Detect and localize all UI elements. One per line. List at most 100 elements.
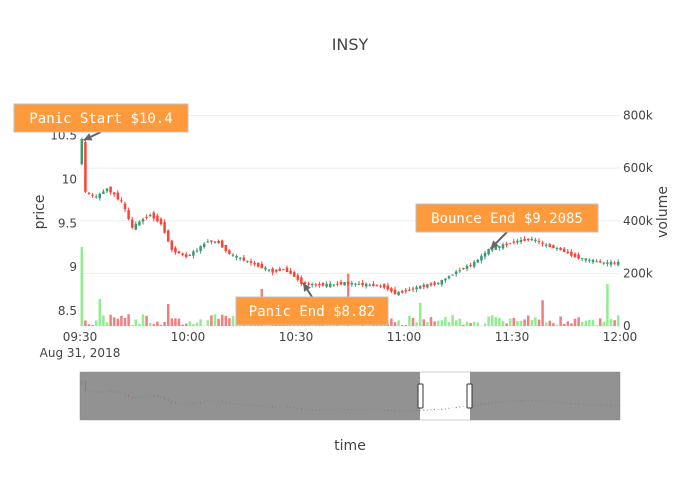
candle-body-38 xyxy=(217,240,220,244)
candle-body-64 xyxy=(310,283,314,285)
range-slider-handle-right[interactable] xyxy=(466,383,473,409)
candle-body-103 xyxy=(451,274,454,276)
candle-body-94 xyxy=(418,286,422,289)
candle-body-111 xyxy=(480,255,483,261)
candle-body-114 xyxy=(490,248,494,251)
y2-tick-label-4: 800k xyxy=(623,109,653,123)
candle-body-69 xyxy=(328,283,332,287)
candle-body-146 xyxy=(606,262,609,264)
volume-bar-96 xyxy=(426,322,429,326)
volume-bar-104 xyxy=(454,320,458,326)
candle-body-127 xyxy=(537,240,541,243)
candle-body-17 xyxy=(141,219,145,222)
candle-body-12 xyxy=(123,203,127,210)
x-tick-label-1: 10:00 xyxy=(171,330,206,344)
candle-body-3 xyxy=(91,194,94,196)
candle-body-59 xyxy=(292,272,296,277)
volume-bar-23 xyxy=(163,321,166,326)
candle-body-58 xyxy=(289,270,292,274)
candle-body-109 xyxy=(472,261,476,267)
candle-body-48 xyxy=(253,262,256,265)
volume-bar-97 xyxy=(429,317,433,326)
volume-bar-15 xyxy=(134,319,138,326)
annotation-arrowhead-1 xyxy=(303,283,311,292)
candle-body-122 xyxy=(519,239,523,243)
volume-bar-140 xyxy=(584,320,588,326)
candle-body-147 xyxy=(609,261,613,265)
volume-bar-20 xyxy=(152,324,156,326)
candle-body-100 xyxy=(440,280,444,285)
y2-axis-ticks: 0 200k 400k 600k 800k xyxy=(623,109,653,333)
volume-bar-124 xyxy=(526,315,530,326)
candles xyxy=(80,137,620,297)
y2-tick-label-2: 400k xyxy=(623,214,653,228)
volume-bar-95 xyxy=(422,319,426,326)
volume-bar-2 xyxy=(87,324,91,326)
x-tick-label-0: 09:30 xyxy=(63,330,98,344)
candle-body-30 xyxy=(188,254,192,256)
volume-bar-9 xyxy=(112,317,116,326)
candle-body-126 xyxy=(534,239,537,242)
volume-bar-91 xyxy=(408,315,411,326)
volume-bar-110 xyxy=(476,322,480,326)
candle-body-29 xyxy=(184,254,188,258)
candle-body-54 xyxy=(274,269,278,272)
volume-bar-27 xyxy=(177,318,181,326)
candle-body-129 xyxy=(544,244,548,246)
candle-body-21 xyxy=(156,215,159,222)
candle-body-86 xyxy=(390,288,393,292)
annotation-box-0 xyxy=(13,103,189,133)
x-date-label: Aug 31, 2018 xyxy=(40,346,121,360)
candle-body-81 xyxy=(372,283,375,287)
volume-bar-123 xyxy=(523,319,526,326)
candle-body-116 xyxy=(498,246,501,248)
range-slider[interactable] xyxy=(79,371,621,421)
candle-body-8 xyxy=(109,186,112,193)
range-slider-mask-right xyxy=(470,372,620,420)
volume-bar-120 xyxy=(512,317,516,326)
candle-body-124 xyxy=(526,238,530,241)
volume-bar-26 xyxy=(174,318,177,326)
annotations: Panic Start $10.4 Panic End $8.82 Bounce E… xyxy=(13,103,599,326)
volume-bar-148 xyxy=(613,320,616,326)
candle-body-60 xyxy=(296,275,300,280)
candle-body-131 xyxy=(552,245,555,249)
volume-bar-11 xyxy=(120,315,123,326)
candle-body-104 xyxy=(454,271,458,275)
volume-bar-25 xyxy=(170,318,174,326)
volume-bar-133 xyxy=(559,316,562,326)
volume-bar-10 xyxy=(116,318,120,326)
annotation-text-2: Bounce End $9.2085 xyxy=(431,211,583,227)
annotation-text-0: Panic Start $10.4 xyxy=(29,111,172,127)
volume-bar-145 xyxy=(602,321,606,326)
candle-body-7 xyxy=(105,188,109,192)
candle-body-5 xyxy=(98,193,102,199)
candle-body-102 xyxy=(447,276,451,279)
candle-body-149 xyxy=(616,261,620,265)
candle-body-6 xyxy=(102,191,105,194)
range-slider-handle-left[interactable] xyxy=(417,383,424,409)
volume-bar-33 xyxy=(199,319,202,326)
candle-body-79 xyxy=(364,283,368,287)
candle-body-39 xyxy=(220,240,224,248)
volume-bar-21 xyxy=(156,321,159,326)
y2-axis-title: volume xyxy=(655,186,671,238)
candle-body-77 xyxy=(357,283,361,285)
candle-body-84 xyxy=(382,284,386,288)
candle-body-62 xyxy=(303,282,307,284)
candle-body-95 xyxy=(422,284,426,287)
candle-body-23 xyxy=(163,222,166,233)
candle-body-93 xyxy=(415,287,418,290)
candle-body-75 xyxy=(350,283,354,285)
candle-body-40 xyxy=(224,245,228,252)
candle-body-32 xyxy=(195,250,199,252)
candle-body-44 xyxy=(238,257,242,259)
volume-bar-102 xyxy=(447,322,451,326)
volume-bar-7 xyxy=(105,322,109,326)
candle-body-0 xyxy=(80,138,84,165)
candle-body-132 xyxy=(555,247,559,249)
candle-body-28 xyxy=(181,253,184,255)
volume-bar-141 xyxy=(588,319,591,326)
chart-title: INSY xyxy=(332,35,369,54)
